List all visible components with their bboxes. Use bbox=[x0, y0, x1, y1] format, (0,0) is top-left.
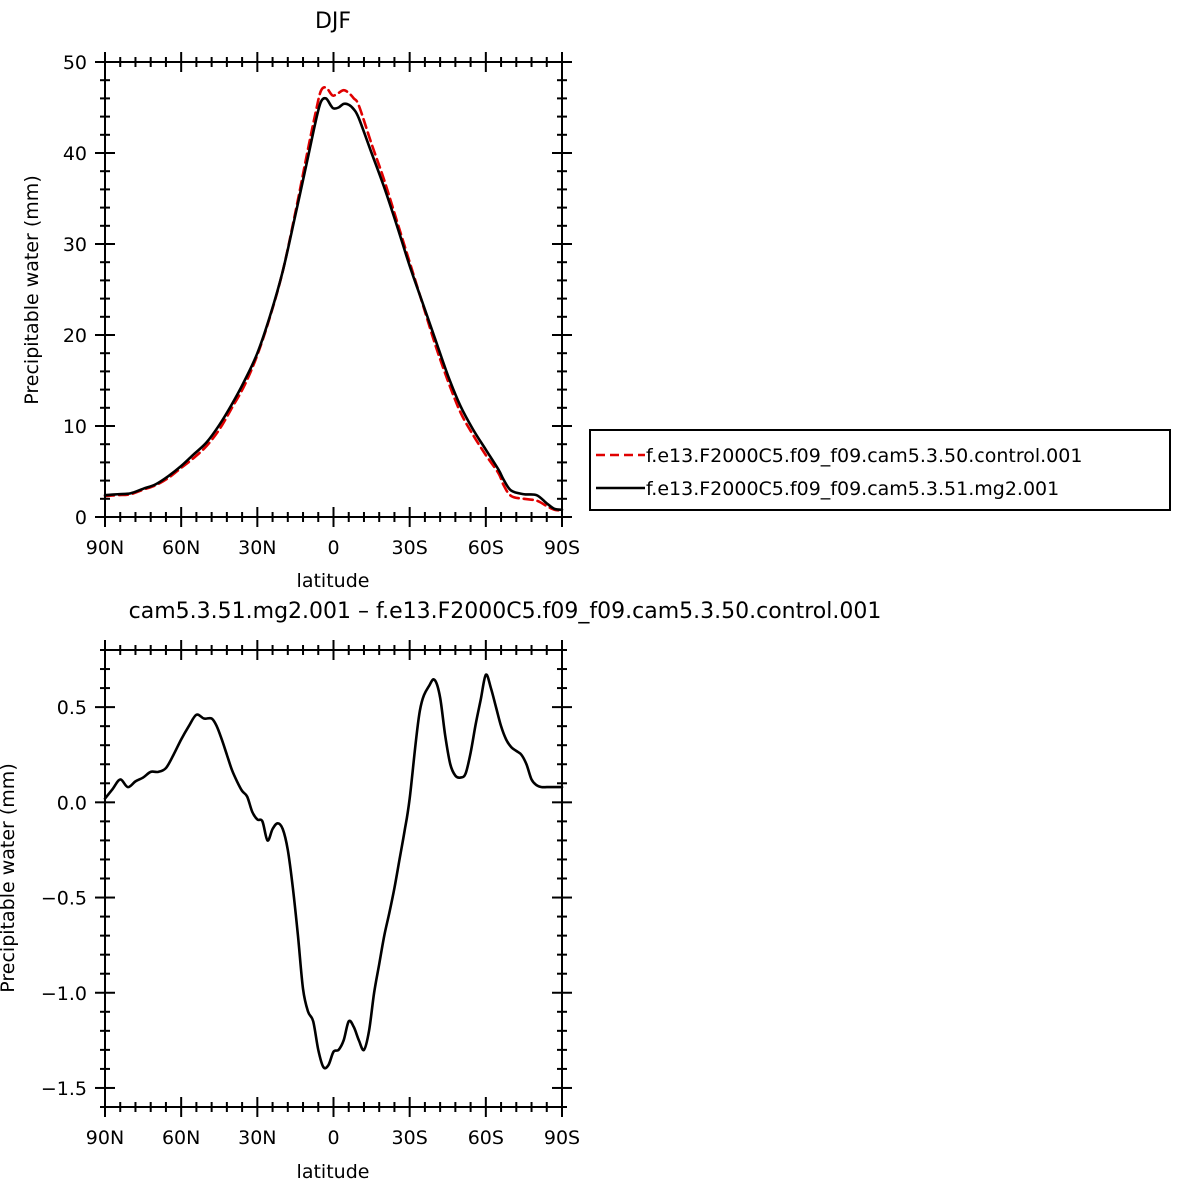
bottom-y-tick-label: 0.5 bbox=[57, 697, 87, 719]
legend-label-mg2: f.e13.F2000C5.f09_f09.cam5.3.51.mg2.001 bbox=[646, 478, 1059, 500]
bottom-y-tick-label: −1.5 bbox=[41, 1078, 87, 1100]
bottom-series-line-1 bbox=[103, 673, 564, 1070]
top-x-tick-label: 60N bbox=[162, 537, 200, 559]
top-x-tick-label: 30S bbox=[392, 537, 428, 559]
bottom-x-tick-label: 60S bbox=[468, 1127, 504, 1149]
bottom-y-tick-label: −0.5 bbox=[41, 888, 87, 910]
top-y-tick-label: 30 bbox=[63, 234, 87, 256]
bottom-x-axis-label: latitude bbox=[297, 1161, 370, 1183]
bottom-chart-title: cam5.3.51.mg2.001 – f.e13.F2000C5.f09_f0… bbox=[129, 599, 882, 624]
bottom-x-tick-label: 90S bbox=[544, 1127, 580, 1149]
top-x-tick-label: 60S bbox=[468, 537, 504, 559]
top-y-tick-label: 50 bbox=[63, 52, 87, 74]
top-chart-marks: 0 10 20 30 40 50 90N 60N 30N 0 30S 60S 90S bbox=[63, 52, 580, 559]
top-x-tick-label: 0 bbox=[327, 537, 339, 559]
top-chart-panel: DJF 0 10 20 30 40 50 90N 60N 30N 0 30S 60S 90S latit… bbox=[21, 9, 580, 592]
top-y-tick-label: 40 bbox=[63, 143, 87, 165]
top-x-tick-label: 90S bbox=[544, 537, 580, 559]
top-y-tick-label: 20 bbox=[63, 325, 87, 347]
bottom-x-tick-label: 60N bbox=[162, 1127, 200, 1149]
bottom-plot-frame bbox=[104, 649, 563, 1108]
bottom-y-tick-label: −1.0 bbox=[41, 983, 87, 1005]
legend: f.e13.F2000C5.f09_f09.cam5.3.50.control.… bbox=[589, 429, 1171, 511]
top-series-line-1 bbox=[103, 85, 564, 512]
bottom-chart-panel: cam5.3.51.mg2.001 – f.e13.F2000C5.f09_f0… bbox=[0, 599, 881, 1183]
legend-label-control: f.e13.F2000C5.f09_f09.cam5.3.50.control.… bbox=[646, 445, 1082, 467]
top-x-tick-label: 30N bbox=[238, 537, 276, 559]
top-y-tick-label: 10 bbox=[63, 416, 87, 438]
bottom-y-axis-label: Precipitable water (mm) bbox=[0, 763, 19, 992]
bottom-chart-marks: −1.5 −1.0 −0.5 0.0 0.5 90N 60N 30N 0 30S 60S 90S bbox=[41, 640, 580, 1149]
top-series-line-2 bbox=[103, 96, 564, 512]
top-x-axis-label: latitude bbox=[297, 570, 370, 592]
top-y-tick-label: 0 bbox=[75, 507, 87, 529]
top-plot-frame bbox=[104, 61, 563, 518]
bottom-x-tick-label: 0 bbox=[327, 1127, 339, 1149]
bottom-x-tick-label: 30S bbox=[392, 1127, 428, 1149]
top-x-tick-label: 90N bbox=[86, 537, 124, 559]
bottom-y-tick-label: 0.0 bbox=[57, 792, 87, 814]
bottom-x-tick-label: 30N bbox=[238, 1127, 276, 1149]
top-chart-title: DJF bbox=[315, 9, 351, 34]
top-y-axis-label: Precipitable water (mm) bbox=[21, 175, 43, 404]
bottom-x-tick-label: 90N bbox=[86, 1127, 124, 1149]
legend-box bbox=[589, 429, 1171, 511]
